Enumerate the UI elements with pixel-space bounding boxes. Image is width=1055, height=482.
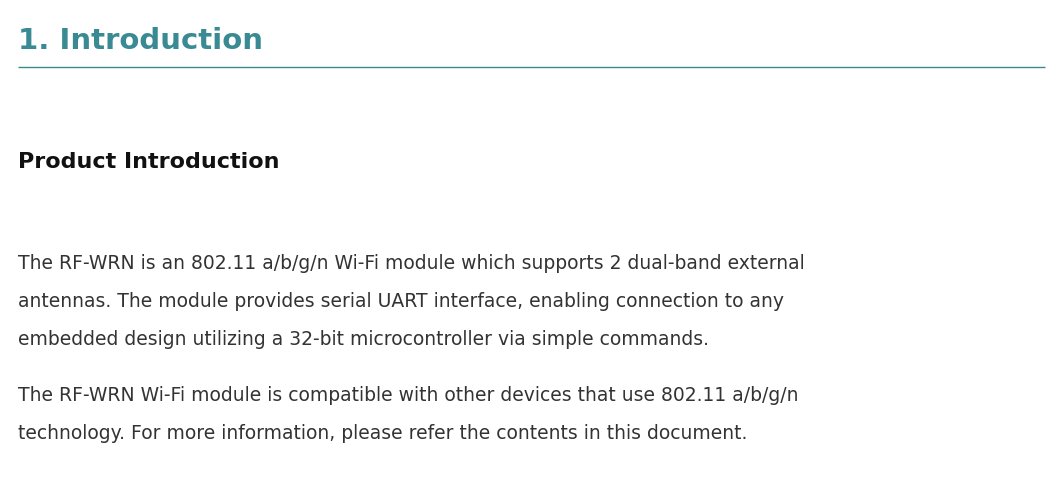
Text: 1. Introduction: 1. Introduction bbox=[18, 27, 263, 55]
Text: Product Introduction: Product Introduction bbox=[18, 152, 280, 172]
Text: embedded design utilizing a 32-bit microcontroller via simple commands.: embedded design utilizing a 32-bit micro… bbox=[18, 330, 709, 349]
Text: technology. For more information, please refer the contents in this document.: technology. For more information, please… bbox=[18, 424, 747, 443]
Text: antennas. The module provides serial UART interface, enabling connection to any: antennas. The module provides serial UAR… bbox=[18, 292, 784, 311]
Text: The RF-WRN Wi-Fi module is compatible with other devices that use 802.11 a/b/g/n: The RF-WRN Wi-Fi module is compatible wi… bbox=[18, 386, 799, 405]
Text: The RF-WRN is an 802.11 a/b/g/n Wi-Fi module which supports 2 dual-band external: The RF-WRN is an 802.11 a/b/g/n Wi-Fi mo… bbox=[18, 254, 805, 273]
